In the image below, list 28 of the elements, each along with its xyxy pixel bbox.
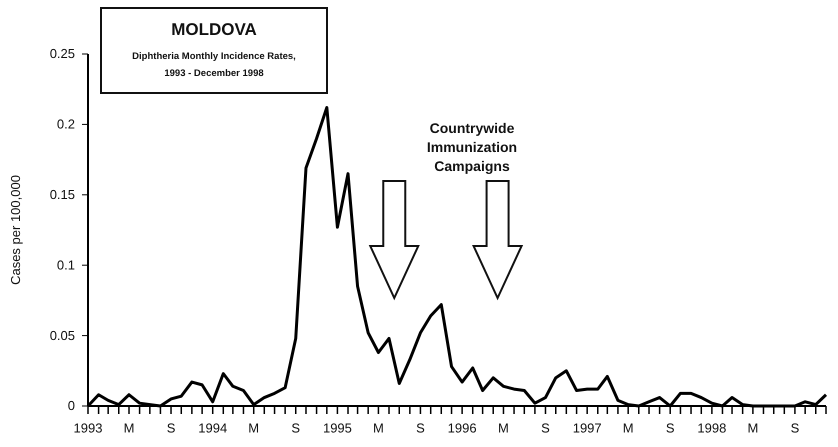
- y-tick-label: 0.2: [56, 116, 75, 132]
- y-tick-label: 0.05: [50, 328, 75, 343]
- x-tick-label: 1997: [572, 420, 602, 436]
- x-tick-label: S: [291, 420, 300, 436]
- x-tick-label: S: [541, 420, 550, 436]
- annotation: Countrywide Immunization Campaigns: [426, 120, 518, 174]
- x-tick-label: 1996: [448, 420, 477, 436]
- y-tick-label: 0.1: [56, 257, 75, 272]
- x-tick-label: S: [416, 420, 426, 436]
- text: Diphtheria Monthly Incidence Rates, 1993 - December 1998: [132, 51, 296, 79]
- x-tick-label: M: [498, 420, 509, 436]
- x-tick-label: M: [622, 420, 634, 436]
- y-tick-label: 0.15: [50, 186, 75, 202]
- y-tick-label: 0: [68, 398, 75, 414]
- x-tick-label: M: [747, 420, 758, 436]
- x-tick-label: S: [790, 420, 800, 436]
- x-tick-label: 1998: [697, 420, 726, 436]
- x-tick-label: S: [666, 420, 675, 436]
- x-tick-label: M: [124, 420, 134, 436]
- x-tick-label: 1993: [74, 420, 102, 436]
- chart-title: MOLDOVA: [171, 20, 257, 39]
- y-tick-label: 0.25: [50, 46, 75, 62]
- x-tick-label: M: [248, 420, 260, 436]
- y-axis-title: Cases per 100,000: [8, 175, 23, 285]
- x-tick-label: 1995: [322, 420, 352, 436]
- x-tick-label: S: [166, 420, 176, 436]
- x-tick-label: 1994: [198, 420, 228, 436]
- x-tick-label: M: [372, 420, 384, 436]
